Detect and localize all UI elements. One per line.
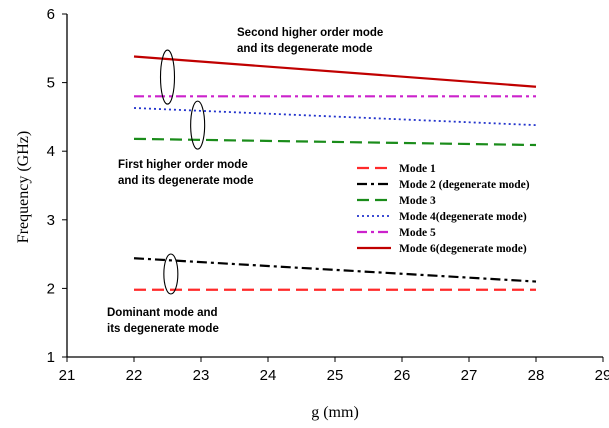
- y-axis-title: Frequency (GHz): [15, 131, 32, 243]
- series-line-mode-6: [133, 55, 537, 88]
- legend-label-mode-3: Mode 3: [399, 195, 436, 207]
- annotation-ellipse: [159, 49, 176, 105]
- x-axis-title: g (mm): [311, 404, 359, 421]
- y-tick-label: 2: [47, 280, 55, 297]
- legend-label-mode-4: Mode 4(degenerate mode): [399, 211, 527, 223]
- annotation-ellipse: [190, 100, 206, 150]
- annotation-text: its degenerate mode: [107, 323, 219, 335]
- annotation-text: Dominant mode and: [107, 307, 218, 319]
- series-layer: [133, 55, 537, 291]
- annotation-text: and its degenerate mode: [118, 175, 253, 187]
- legend: Mode 1 Mode 2 (degenerate mode) Mode 3 Mode…: [357, 163, 530, 255]
- y-tick-label: 5: [47, 75, 55, 92]
- series-line-mode-2: [133, 257, 537, 283]
- annotation-text: and its degenerate mode: [237, 43, 372, 55]
- y-tick-label: 1: [47, 349, 55, 366]
- x-tick-label: 25: [327, 367, 344, 384]
- x-tick-label: 21: [59, 367, 76, 384]
- annotation-layer: Second higher order mode and its degenera…: [107, 27, 383, 335]
- legend-label-mode-6: Mode 6(degenerate mode): [399, 243, 527, 255]
- series-line-mode-3: [133, 137, 537, 147]
- annotation-ellipse: [163, 253, 179, 295]
- x-tick-label: 29: [595, 367, 609, 384]
- x-tick-label: 27: [461, 367, 478, 384]
- annotation-text: First higher order mode: [118, 159, 248, 171]
- legend-label-mode-5: Mode 5: [399, 227, 436, 239]
- y-tick-label: 6: [47, 6, 55, 23]
- annotation-text: Second higher order mode: [237, 27, 383, 39]
- y-tick-label: 3: [47, 212, 55, 229]
- annotation-ellipses: [159, 49, 206, 295]
- y-tick-label: 4: [47, 143, 55, 160]
- legend-label-mode-1: Mode 1: [399, 163, 436, 175]
- legend-label-mode-2: Mode 2 (degenerate mode): [399, 179, 530, 191]
- x-tick-label: 26: [394, 367, 411, 384]
- x-tick-label: 23: [193, 367, 210, 384]
- x-tick-label: 24: [260, 367, 277, 384]
- x-tick-label: 28: [528, 367, 545, 384]
- series-line-mode-4: [133, 107, 537, 127]
- x-tick-label: 22: [126, 367, 143, 384]
